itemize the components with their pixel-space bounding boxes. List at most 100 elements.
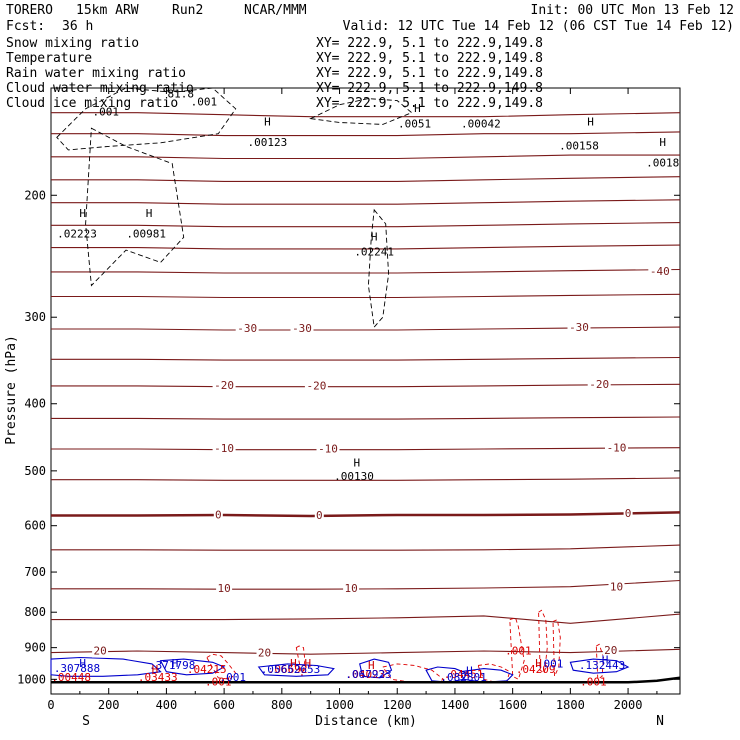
isotherm--5: [51, 477, 681, 481]
temp-label-5: -20: [306, 380, 326, 393]
rain-label-9: .001: [580, 675, 607, 688]
isotherm--25: [51, 356, 681, 361]
ice-label-3: .00123: [248, 136, 288, 149]
isotherm--58: [51, 131, 681, 137]
y-axis-title: Pressure (hPa): [4, 335, 19, 445]
legend-xy-cloud-ice: XY= 222.9, 5.1 to 222.9,149.8: [316, 96, 543, 111]
rain-label-2: .04215: [187, 663, 227, 676]
temp-label-18: 20: [604, 644, 617, 657]
high-marker-12: H: [368, 659, 375, 672]
y-tick-label-1000: 1000: [17, 672, 46, 686]
isotherm-10: [51, 579, 681, 590]
cloud-water-contour-0: [50, 656, 162, 677]
temp-label-2: -30: [292, 322, 312, 335]
ice-contour-3: [85, 127, 185, 287]
temp-label-2-bg: [290, 323, 314, 335]
x-tick-label-1000: 1000: [325, 698, 354, 712]
y-tick-label-700: 700: [24, 565, 46, 579]
cloud-water-contour-3: [359, 658, 393, 679]
run-label: Run2: [172, 3, 203, 18]
rain-label-4: .06692: [268, 663, 308, 676]
high-marker-9: H: [172, 657, 179, 670]
temp-label-3-bg: [567, 322, 591, 335]
cloud-water-contour-1: [159, 658, 226, 676]
cloud-water-contour-5: [459, 668, 514, 683]
ice-label-9: .00981: [126, 228, 166, 241]
y-tick-label-300: 300: [24, 310, 46, 324]
legend-name-temperature: Temperature: [6, 51, 92, 66]
high-marker-7: H: [353, 457, 360, 470]
high-marker-6: H: [371, 230, 378, 243]
y-tick-label-500: 500: [24, 464, 46, 478]
contour-labels: -40 -30 -30 -30 -20 -20 -20 -10 -10 -10 0 0 0 10 10 10 2…: [51, 87, 679, 688]
temp-label-14: 10: [344, 582, 357, 595]
y-tick-label-400: 400: [24, 397, 46, 411]
high-marker-3: H: [659, 136, 666, 149]
x-tick-label-600: 600: [213, 698, 235, 712]
ice-contour-1: [309, 98, 413, 125]
legend-xy-rain: XY= 222.9, 5.1 to 222.9,149.8: [316, 66, 543, 81]
high-marker-10: H: [290, 657, 297, 670]
cloud-label-4: .067923: [345, 668, 391, 681]
fcst-value: 36 h: [62, 19, 93, 34]
plot-frame: [50, 87, 681, 695]
ice-contour-2: [367, 208, 390, 329]
high-marker-1: H: [414, 102, 421, 115]
rain-label-0: .00448: [51, 671, 91, 684]
isotherm--60: [51, 112, 681, 118]
isotherm--10: [51, 447, 681, 451]
ice-label-5: .00042: [461, 117, 501, 130]
rain-contour-4: [552, 618, 561, 677]
rain-label-5: .04023: [346, 668, 386, 681]
rain-contours: [206, 609, 604, 683]
isotherm--15: [51, 416, 681, 420]
temp-label-12: 0: [625, 507, 632, 520]
model-name: TORERO: [6, 3, 53, 18]
isotherm-5: [51, 544, 681, 551]
rain-contour-6: [382, 663, 445, 683]
ice-label-11: .00130: [334, 470, 374, 483]
rain-label-3: .001: [205, 675, 232, 688]
high-marker-15: H: [602, 654, 609, 667]
y-tick-label-800: 800: [24, 605, 46, 619]
high-marker-0: H: [264, 116, 271, 129]
high-marker-8: H: [79, 657, 86, 670]
temp-label-15-bg: [608, 581, 625, 594]
ice-label-10: .02241: [354, 246, 394, 259]
x-tick-label-1800: 1800: [556, 698, 585, 712]
cloud-label-0: .307888: [54, 662, 100, 675]
isotherm--54: [51, 176, 681, 182]
south-label: S: [82, 714, 90, 729]
legend-xy-snow: XY= 222.9, 5.1 to 222.9,149.8: [316, 36, 543, 51]
x-axis-title: Distance (km): [315, 714, 417, 729]
temperature-contours: [50, 112, 681, 655]
temp-label-1: -30: [237, 322, 257, 335]
cloud-water-contour-6: [569, 658, 630, 674]
fcst-label: Fcst:: [6, 19, 45, 34]
model-resolution: 15km ARW: [76, 3, 139, 18]
isotherm--50: [51, 222, 681, 228]
isotherm--35: [51, 293, 681, 299]
rain-contour-1: [295, 645, 306, 677]
high-marker-5: H: [146, 207, 153, 220]
terrain-surface: [51, 676, 681, 684]
x-tick-label-0: 0: [47, 698, 54, 712]
temp-label-9-bg: [605, 442, 628, 455]
temp-label-8-bg: [316, 443, 340, 456]
rain-label-8: .001: [505, 645, 532, 658]
ice-label-1: .001: [191, 96, 218, 109]
isotherm--56: [51, 154, 680, 160]
rain-contour-2: [509, 617, 525, 680]
temp-label-4: -20: [214, 379, 234, 392]
cloud-water-contour-2: [257, 663, 335, 677]
isotherm--40: [51, 268, 681, 274]
temp-label-10-bg: [213, 509, 223, 522]
rain-label-7: .04209: [516, 663, 556, 676]
legend: Snow mixing ratio XY= 222.9, 5.1 to 222.…: [6, 36, 543, 111]
isotherm-15: [51, 613, 681, 624]
legend-name-cloud-ice: Cloud ice mixing ratio: [6, 96, 178, 111]
temp-label-18-bg: [602, 645, 619, 657]
cloud-label-7: .132443: [579, 659, 625, 672]
x-tick-label-1400: 1400: [440, 698, 469, 712]
